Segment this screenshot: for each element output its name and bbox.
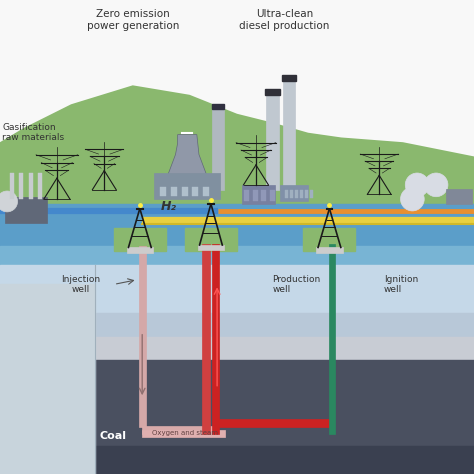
Bar	[160, 187, 166, 196]
Bar	[253, 190, 257, 201]
Bar	[0, 337, 474, 370]
Bar	[171, 187, 177, 196]
Circle shape	[401, 187, 424, 211]
Bar	[185, 228, 237, 251]
Bar	[198, 245, 224, 250]
Bar	[0, 265, 474, 318]
Bar	[446, 189, 472, 204]
Text: H₂: H₂	[160, 200, 176, 213]
Circle shape	[405, 173, 429, 197]
Bar	[38, 173, 42, 199]
Bar	[285, 190, 288, 198]
Bar	[265, 89, 280, 95]
Text: Zero emission
power generation: Zero emission power generation	[87, 9, 179, 31]
Bar	[244, 190, 249, 201]
Text: Production
well: Production well	[273, 275, 321, 294]
Bar	[301, 190, 303, 198]
Bar	[85, 360, 474, 474]
Bar	[0, 284, 95, 474]
Bar	[0, 0, 474, 213]
Bar	[266, 95, 279, 190]
Text: Ignition
well: Ignition well	[384, 275, 418, 294]
Circle shape	[0, 191, 18, 212]
Bar	[127, 247, 153, 253]
Bar	[303, 228, 356, 251]
Bar	[295, 190, 298, 198]
Bar	[291, 190, 293, 198]
Bar	[202, 244, 210, 434]
Text: Coal: Coal	[100, 431, 127, 441]
Bar	[10, 173, 14, 199]
Bar	[270, 190, 275, 201]
Bar	[242, 185, 275, 204]
Text: Gasification
raw materials: Gasification raw materials	[2, 123, 64, 142]
Bar	[114, 228, 166, 251]
Bar	[142, 427, 216, 434]
Bar	[212, 104, 224, 190]
Bar	[262, 190, 266, 201]
Bar	[216, 419, 332, 427]
Bar	[316, 247, 343, 253]
Polygon shape	[0, 85, 474, 213]
Bar	[85, 446, 474, 474]
Bar	[139, 246, 146, 427]
Bar	[0, 204, 474, 251]
Bar	[182, 187, 188, 196]
Bar	[5, 197, 47, 223]
Bar	[154, 173, 220, 199]
Text: Injection
well: Injection well	[61, 275, 100, 294]
Bar	[29, 173, 33, 199]
Bar	[142, 430, 225, 437]
Bar	[19, 173, 23, 199]
Bar	[192, 187, 198, 196]
Bar	[212, 104, 224, 109]
Text: Unprocessed syngas: Unprocessed syngas	[225, 420, 297, 426]
Bar	[212, 244, 219, 434]
Bar	[329, 244, 335, 434]
Text: Ultra-clean
diesel production: Ultra-clean diesel production	[239, 9, 329, 31]
Bar	[0, 246, 474, 265]
Bar	[280, 185, 308, 201]
Bar	[305, 190, 308, 198]
Bar	[282, 75, 296, 81]
Text: Oxygen and steam: Oxygen and steam	[152, 430, 218, 436]
Bar	[0, 313, 474, 341]
Polygon shape	[166, 135, 209, 180]
Bar	[203, 187, 209, 196]
Circle shape	[424, 173, 448, 197]
Bar	[310, 190, 313, 198]
Bar	[283, 81, 295, 190]
